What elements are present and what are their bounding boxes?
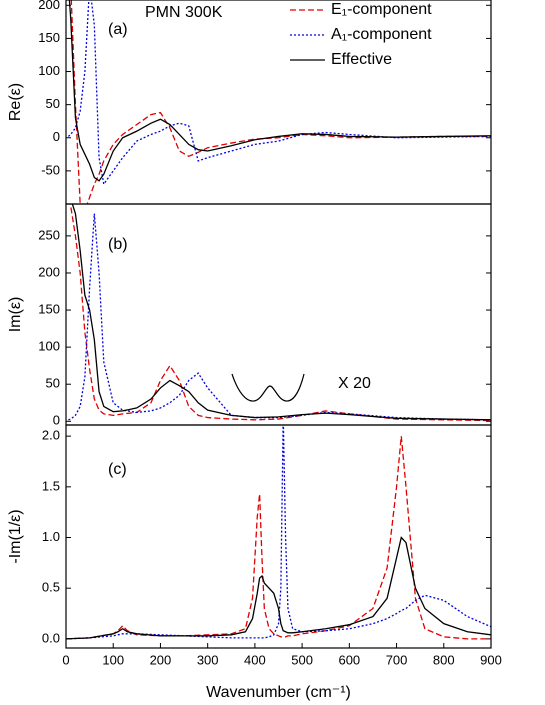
y-tick-label: 1.0 [42, 529, 60, 544]
y-tick-label: 0.0 [42, 630, 60, 645]
x-tick-label: 200 [150, 652, 172, 667]
y-tick-label: 0 [53, 129, 60, 144]
y-tick-label: 50 [46, 96, 60, 111]
annotation: PMN 300K [145, 4, 223, 21]
x-tick-label: 900 [480, 652, 502, 667]
x-tick-label: 400 [244, 652, 266, 667]
series-line [70, 0, 491, 204]
annotation: X 20 [338, 375, 371, 392]
series-line [69, 204, 491, 422]
x-tick-label: 100 [102, 652, 124, 667]
y-tick-label: 2.0 [42, 428, 60, 443]
inset-curve [231, 373, 305, 402]
y-axis-label: -Im(1/ε) [7, 509, 24, 563]
y-tick-label: 200 [38, 264, 60, 279]
y-tick-label: 100 [38, 63, 60, 78]
y-tick-label: 200 [38, 0, 60, 12]
series-line [66, 536, 491, 640]
x-tick-label: 500 [291, 652, 313, 667]
y-axis-label: Re(ε) [7, 83, 24, 121]
y-tick-label: 0.5 [42, 580, 60, 595]
series-line [66, 425, 491, 640]
series-line [71, 204, 491, 421]
y-tick-label: 100 [38, 339, 60, 354]
legend-label: A₁-component [331, 26, 432, 43]
x-tick-label: 600 [338, 652, 360, 667]
y-axis-label: Im(ε) [7, 297, 24, 333]
annotation: (a) [108, 21, 128, 38]
series-line [68, 213, 491, 421]
annotation: (b) [108, 236, 128, 253]
series-line [66, 436, 491, 640]
y-tick-label: 1.5 [42, 478, 60, 493]
x-tick-label: 800 [433, 652, 455, 667]
legend-label: E₁-component [331, 1, 432, 18]
x-tick-label: 700 [386, 652, 408, 667]
y-tick-label: 0 [53, 413, 60, 428]
y-tick-label: 250 [38, 227, 60, 242]
y-tick-label: 150 [38, 30, 60, 45]
y-tick-label: 150 [38, 301, 60, 316]
y-tick-label: -50 [41, 162, 60, 177]
annotation: (c) [108, 461, 127, 478]
series-line [68, 0, 491, 182]
x-tick-label: 300 [197, 652, 219, 667]
legend-label: Effective [331, 51, 392, 68]
y-tick-label: 50 [46, 376, 60, 391]
plot-frame [65, 424, 492, 649]
x-tick-label: 0 [62, 652, 69, 667]
x-axis-label: Wavenumber (cm⁻¹) [206, 684, 351, 701]
plot-frame [65, 203, 492, 426]
series-line [67, 0, 491, 186]
